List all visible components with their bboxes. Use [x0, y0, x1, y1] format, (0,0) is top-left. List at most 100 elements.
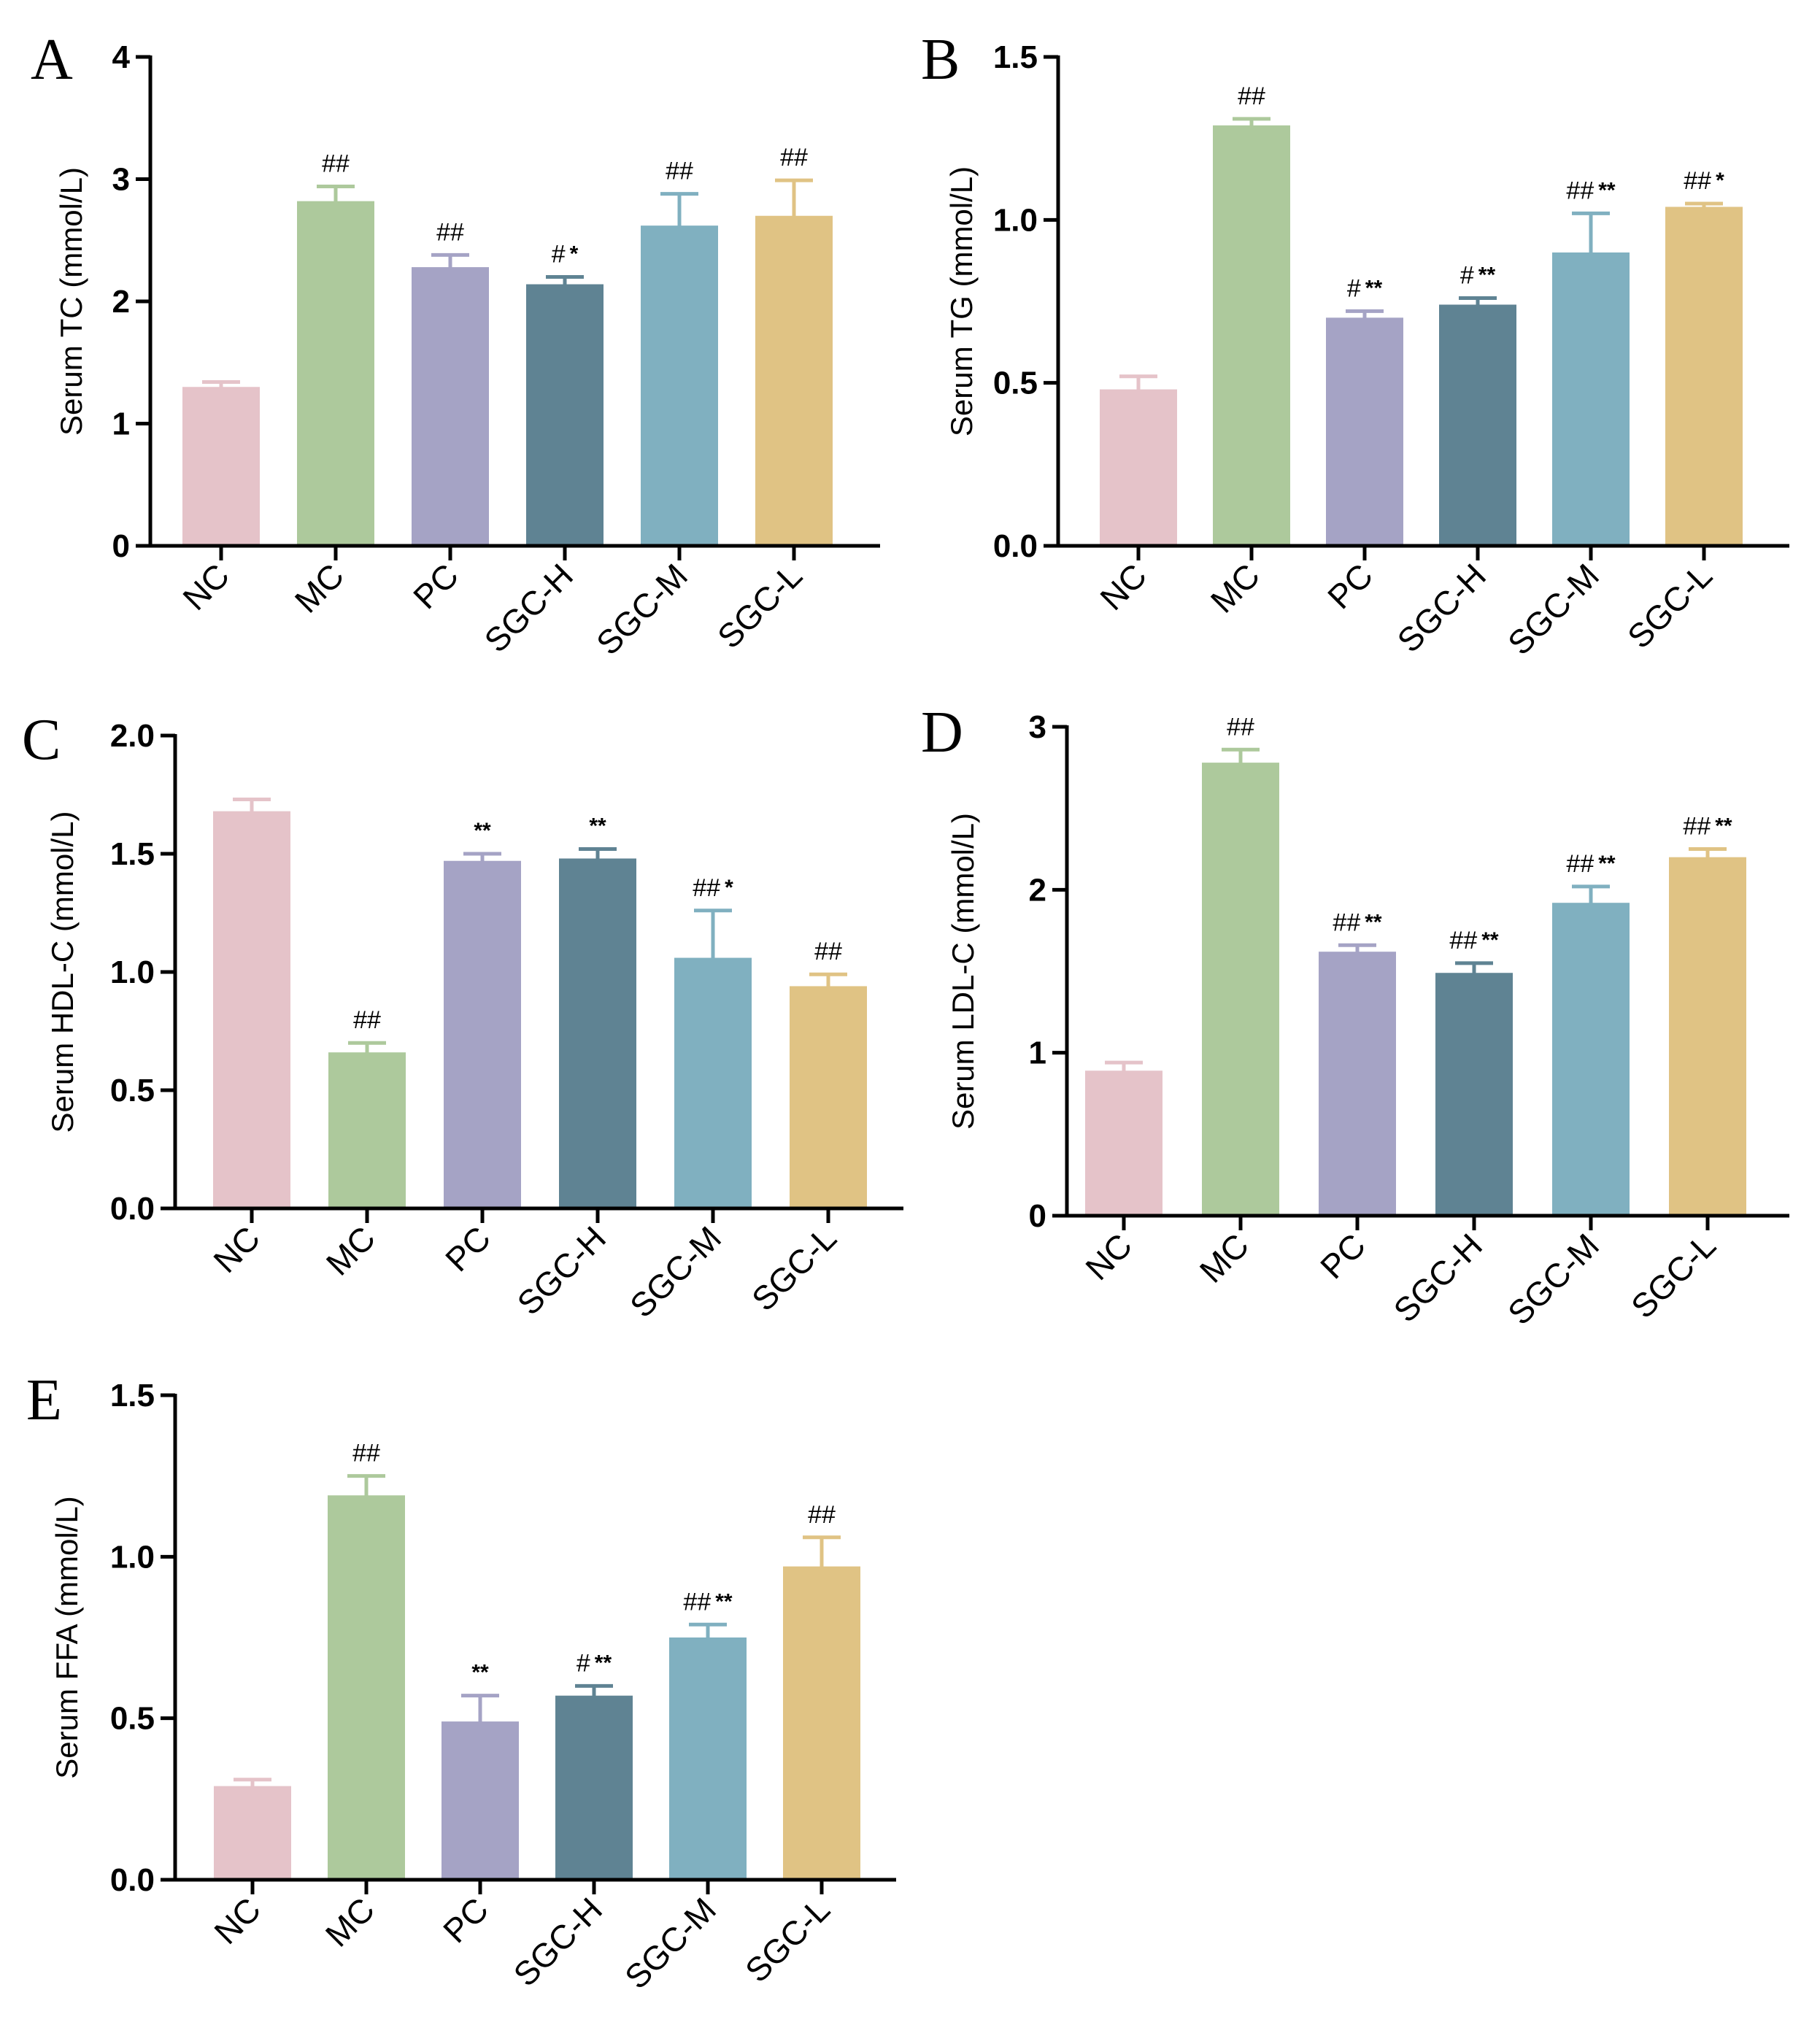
x-tick-label: SGC-M	[589, 556, 695, 662]
x-tick-label: PC	[406, 556, 466, 616]
significance-annotation: ## **	[1333, 909, 1382, 936]
chart-panel-a: A 0 1 2 3 4 Serum TC (mmol/L) NC MC ## PC ## SGC-H # *…	[31, 28, 880, 662]
y-tick-label: 1	[1029, 1035, 1046, 1071]
x-tick-label: PC	[438, 1219, 498, 1278]
x-tick-label: SGC-L	[710, 556, 809, 655]
significance-annotation: ## **	[1566, 850, 1616, 878]
bar-sgc-l	[790, 986, 867, 1207]
significance-annotation: ##	[666, 158, 693, 185]
bar-nc	[214, 1786, 291, 1878]
x-tick-label: MC	[319, 1219, 382, 1282]
y-tick-label: 0	[112, 528, 130, 564]
bar-nc	[1100, 389, 1177, 544]
significance-annotation: ## **	[1683, 813, 1732, 841]
significance-annotation: **	[474, 819, 491, 843]
y-tick-label: 3	[112, 162, 130, 198]
y-tick-label: 0.5	[110, 1701, 155, 1737]
x-tick-label: SGC-H	[506, 1890, 609, 1994]
x-tick-label: PC	[1313, 1226, 1373, 1286]
significance-annotation: ## *	[693, 874, 733, 902]
bar-sgc-m	[1552, 903, 1630, 1214]
significance-annotation: # **	[577, 1649, 612, 1677]
bar-pc	[441, 1721, 519, 1878]
significance-annotation: # **	[1460, 262, 1496, 290]
significance-annotation: # *	[552, 241, 579, 269]
bar-pc	[412, 267, 489, 544]
bar-mc	[1213, 125, 1290, 544]
significance-annotation: **	[471, 1661, 489, 1685]
x-tick-label: SGC-M	[622, 1219, 728, 1324]
panel-letter: E	[26, 1368, 62, 1432]
chart-panel-b: B 0.0 0.5 1.0 1.5 Serum TG (mmol/L) NC MC ## PC # *…	[921, 28, 1789, 662]
x-tick-label: SGC-M	[617, 1890, 723, 1996]
x-tick-label: SGC-L	[1620, 556, 1719, 655]
chart-panel-c: C 0.0 0.5 1.0 1.5 2.0 Serum HDL-C (mmol/L) NC MC…	[22, 708, 903, 1324]
panel-letter: C	[22, 708, 61, 772]
bar-sgc-l	[1669, 857, 1746, 1214]
x-tick-label: PC	[436, 1890, 496, 1950]
y-tick-label: 3	[1029, 709, 1046, 745]
significance-annotation: ##	[1238, 82, 1265, 110]
x-tick-label: SGC-H	[1386, 1226, 1489, 1330]
panel-letter: B	[921, 28, 960, 92]
y-axis-label: Serum TC (mmol/L)	[54, 167, 88, 436]
significance-annotation: ##	[814, 938, 842, 965]
y-tick-label: 2	[1029, 872, 1046, 908]
x-tick-label: NC	[207, 1890, 268, 1951]
bar-sgc-m	[641, 225, 718, 544]
y-axis-label: Serum HDL-C (mmol/L)	[45, 811, 80, 1133]
x-tick-label: SGC-L	[738, 1890, 837, 1989]
y-axis-label: Serum LDL-C (mmol/L)	[946, 813, 980, 1130]
y-tick-label: 0.0	[110, 1862, 155, 1898]
bar-mc	[328, 1495, 405, 1878]
y-axis-label: Serum TG (mmol/L)	[944, 166, 979, 436]
bar-sgc-h	[1439, 304, 1516, 544]
significance-annotation: ##	[436, 218, 464, 246]
significance-annotation: ##	[352, 1440, 380, 1467]
y-tick-label: 2.0	[110, 718, 155, 754]
y-tick-label: 1.5	[110, 836, 155, 872]
bar-pc	[1326, 317, 1403, 544]
x-tick-label: SGC-H	[509, 1219, 613, 1322]
x-tick-label: SGC-M	[1500, 556, 1606, 662]
x-tick-label: PC	[1320, 556, 1380, 616]
y-tick-label: 0.0	[993, 528, 1038, 564]
y-tick-label: 1.5	[993, 39, 1038, 75]
bar-mc	[297, 201, 374, 544]
bar-sgc-l	[1665, 207, 1743, 544]
bar-sgc-l	[783, 1566, 860, 1878]
y-tick-label: 2	[112, 284, 130, 320]
x-tick-label: MC	[1203, 556, 1267, 620]
y-tick-label: 0.5	[110, 1073, 155, 1108]
bar-mc	[328, 1052, 406, 1207]
bar-sgc-m	[1552, 252, 1630, 544]
bar-sgc-h	[559, 858, 636, 1207]
significance-annotation: **	[589, 814, 606, 838]
significance-annotation: ## *	[1684, 167, 1724, 195]
y-tick-label: 0.0	[110, 1191, 155, 1227]
bar-sgc-h	[1435, 973, 1513, 1214]
bar-sgc-h	[526, 284, 604, 544]
y-tick-label: 0	[1029, 1198, 1046, 1234]
bar-pc	[1319, 952, 1396, 1214]
y-tick-label: 1.0	[993, 202, 1038, 238]
x-tick-label: NC	[175, 556, 236, 617]
significance-annotation: ##	[322, 150, 350, 178]
x-tick-label: MC	[288, 556, 351, 620]
y-tick-label: 1.0	[110, 954, 155, 990]
bar-sgc-l	[755, 215, 833, 544]
bar-sgc-m	[669, 1637, 747, 1878]
y-tick-label: 1.5	[110, 1378, 155, 1413]
y-tick-label: 0.5	[993, 366, 1038, 401]
y-axis-label: Serum FFA (mmol/L)	[50, 1496, 84, 1778]
significance-annotation: ##	[808, 1501, 836, 1529]
x-tick-label: SGC-M	[1500, 1226, 1606, 1332]
x-tick-label: SGC-L	[1624, 1226, 1723, 1325]
chart-panel-d: D 0 1 2 3 Serum LDL-C (mmol/L) NC MC ## PC ## ** SGC…	[921, 701, 1789, 1332]
significance-annotation: ##	[780, 144, 808, 171]
y-tick-label: 1	[112, 406, 130, 442]
x-tick-label: MC	[1192, 1226, 1256, 1289]
bar-nc	[1085, 1070, 1162, 1214]
bar-mc	[1202, 763, 1279, 1214]
y-tick-label: 4	[112, 39, 131, 75]
